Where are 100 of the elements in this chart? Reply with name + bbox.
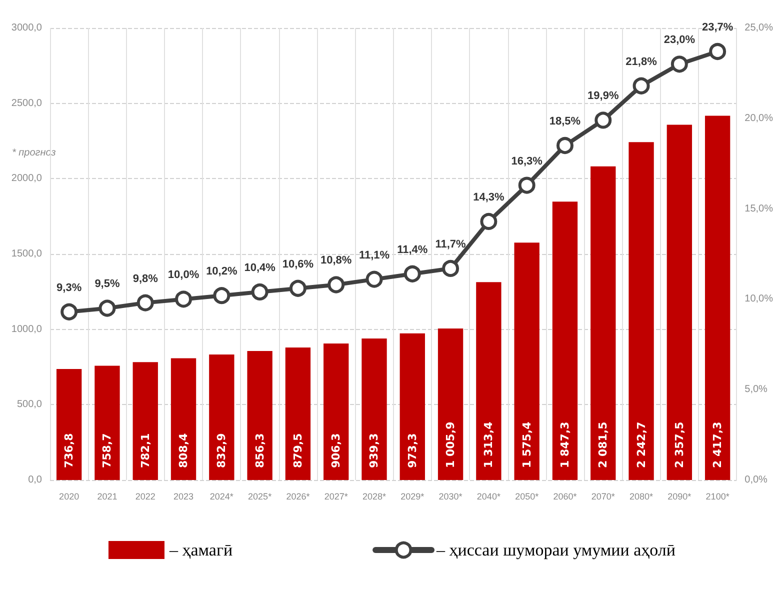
- bar: [362, 338, 387, 480]
- y2-tick-label: 15,0%: [744, 203, 774, 214]
- point: [136, 294, 154, 312]
- data-label: 1 313,4: [482, 421, 496, 468]
- point: [328, 276, 345, 294]
- bar: [132, 362, 158, 480]
- data-label: 758,7: [100, 433, 114, 468]
- data-label: 808,4: [177, 432, 190, 468]
- x-tick-label: 2020: [59, 492, 80, 502]
- point: [556, 137, 574, 154]
- x-tick-label: 2023: [174, 492, 194, 502]
- point: [98, 300, 116, 317]
- bar: [209, 354, 234, 480]
- x-tick-label: 2025*: [248, 492, 272, 502]
- data-label: 832,9: [215, 433, 228, 468]
- x-tick-label: 2050*: [515, 492, 540, 502]
- data-label: 11,7%: [435, 238, 466, 250]
- point: [404, 265, 421, 282]
- point: [366, 270, 383, 288]
- point: [632, 77, 650, 94]
- data-label: 9,3%: [56, 282, 82, 294]
- x-tick-label: 2024*: [210, 492, 234, 502]
- legend-label: – ҳамагӣ: [168, 540, 233, 560]
- y-tick-label: 500,0: [16, 399, 42, 410]
- data-label: 2 417,3: [711, 422, 724, 468]
- y2-tick-label: 0,0%: [744, 474, 768, 486]
- x-tick-label: 2021: [97, 492, 118, 502]
- data-label: 19,9%: [588, 90, 619, 102]
- point: [442, 260, 460, 277]
- point: [480, 212, 498, 230]
- x-tick-label: 2080*: [630, 492, 654, 502]
- point: [60, 303, 78, 320]
- data-label: 1 847,3: [558, 422, 572, 468]
- data-label: 18,5%: [549, 116, 581, 128]
- annotation: * прогноз: [12, 148, 56, 158]
- data-label: 10,6%: [282, 258, 314, 270]
- y2-tick-label: 10,0%: [744, 294, 774, 305]
- x-tick-label: 2022: [135, 492, 156, 502]
- bar: [56, 368, 82, 480]
- point: [518, 176, 536, 194]
- bar: [438, 328, 464, 480]
- point: [594, 112, 612, 129]
- y-tick-label: 0,0: [28, 474, 42, 486]
- data-label: 10,0%: [168, 269, 200, 282]
- data-label: 906,3: [330, 433, 343, 468]
- data-label: 11,1%: [358, 249, 390, 262]
- bar: [400, 333, 425, 480]
- point: [709, 43, 726, 60]
- data-label: 23,0%: [664, 34, 696, 46]
- x-tick-label: 2090*: [668, 492, 692, 502]
- x-tick-label: 2030*: [438, 492, 463, 502]
- data-label: 16,3%: [511, 155, 543, 168]
- bar: [666, 124, 692, 480]
- point: [213, 287, 230, 304]
- x-tick-label: 2060*: [553, 492, 578, 502]
- data-label: 9,8%: [132, 272, 158, 285]
- data-label: 1 575,4: [520, 421, 534, 468]
- data-label: 11,4%: [397, 244, 428, 256]
- data-label: 736,8: [62, 433, 76, 468]
- bar: [476, 282, 502, 480]
- x-tick-label: 2029*: [400, 492, 425, 502]
- x-tick-label: 2026*: [286, 492, 310, 502]
- data-label: 856,3: [253, 433, 266, 468]
- data-label: 21,8%: [626, 56, 658, 68]
- bar: [324, 343, 349, 480]
- bar: [628, 142, 654, 480]
- y2-tick-label: 5,0%: [744, 384, 768, 396]
- point: [175, 290, 192, 308]
- y2-tick-label: 20,0%: [744, 112, 774, 124]
- y-tick-label: 1000,0: [11, 324, 42, 335]
- data-label: 10,4%: [244, 262, 276, 274]
- bar: [247, 350, 272, 480]
- x-tick-label: 2100*: [706, 492, 730, 502]
- bar: [94, 366, 120, 480]
- y-tick-label: 2000,0: [11, 173, 42, 184]
- legend-label: – ҳиссаи шумораи умумии аҳолӣ: [436, 540, 676, 560]
- bar: [552, 202, 578, 480]
- bar: [514, 242, 540, 480]
- x-tick-label: 2028*: [362, 492, 387, 502]
- point: [670, 56, 688, 73]
- data-label: 23,7%: [702, 22, 734, 34]
- bar: [285, 347, 311, 480]
- data-label: 782,1: [138, 433, 152, 468]
- y-tick-label: 1500,0: [11, 248, 42, 260]
- point: [251, 283, 268, 300]
- bar: [590, 166, 616, 480]
- data-label: 2 357,5: [672, 422, 686, 468]
- y-tick-label: 3000,0: [11, 22, 42, 34]
- data-label: 2 242,7: [634, 422, 648, 468]
- bar: [170, 358, 196, 480]
- x-tick-label: 2040*: [476, 492, 501, 502]
- bar: [704, 116, 730, 480]
- data-label: 9,5%: [94, 278, 120, 290]
- x-tick-label: 2027*: [324, 492, 348, 502]
- data-label: 10,2%: [206, 266, 238, 278]
- data-label: 973,3: [406, 433, 419, 468]
- data-label: 1 005,9: [444, 422, 458, 468]
- data-label: 10,8%: [320, 254, 352, 267]
- data-label: 939,3: [368, 433, 381, 468]
- y2-tick-label: 25,0%: [744, 22, 774, 34]
